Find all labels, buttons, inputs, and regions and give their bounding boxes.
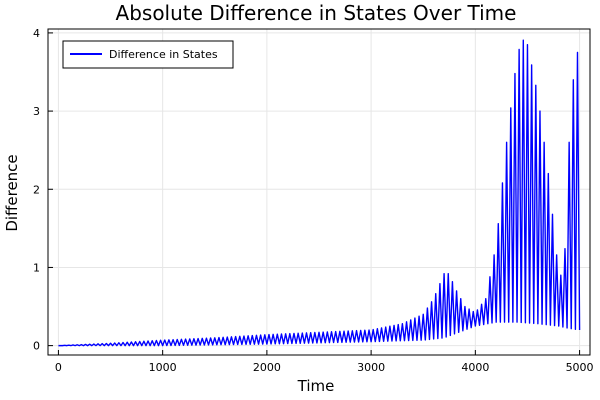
plot-frame [47,28,591,356]
x-tick-label: 4000 [461,361,489,374]
x-axis: 0 1000 2000 3000 4000 5000 [55,350,594,374]
y-tick-label: 1 [33,261,40,274]
y-tick-label: 2 [33,183,40,196]
x-tick-label: 3000 [357,361,385,374]
x-axis-label: Time [297,377,335,395]
y-tick-label: 4 [33,27,40,40]
legend-label: Difference in States [109,48,218,61]
x-tick-label: 0 [55,361,62,374]
x-tick-label: 5000 [566,361,594,374]
y-tick-label: 3 [33,105,40,118]
y-tick-label: 0 [33,340,40,353]
y-axis-label: Difference [3,154,21,231]
legend: Difference in States [62,40,234,69]
chart-title: Absolute Difference in States Over Time [116,1,517,25]
series-line-difference-in-states [58,39,581,347]
y-axis: 0 1 2 3 4 [33,27,53,353]
x-tick-label: 1000 [149,361,177,374]
x-tick-label: 2000 [253,361,281,374]
